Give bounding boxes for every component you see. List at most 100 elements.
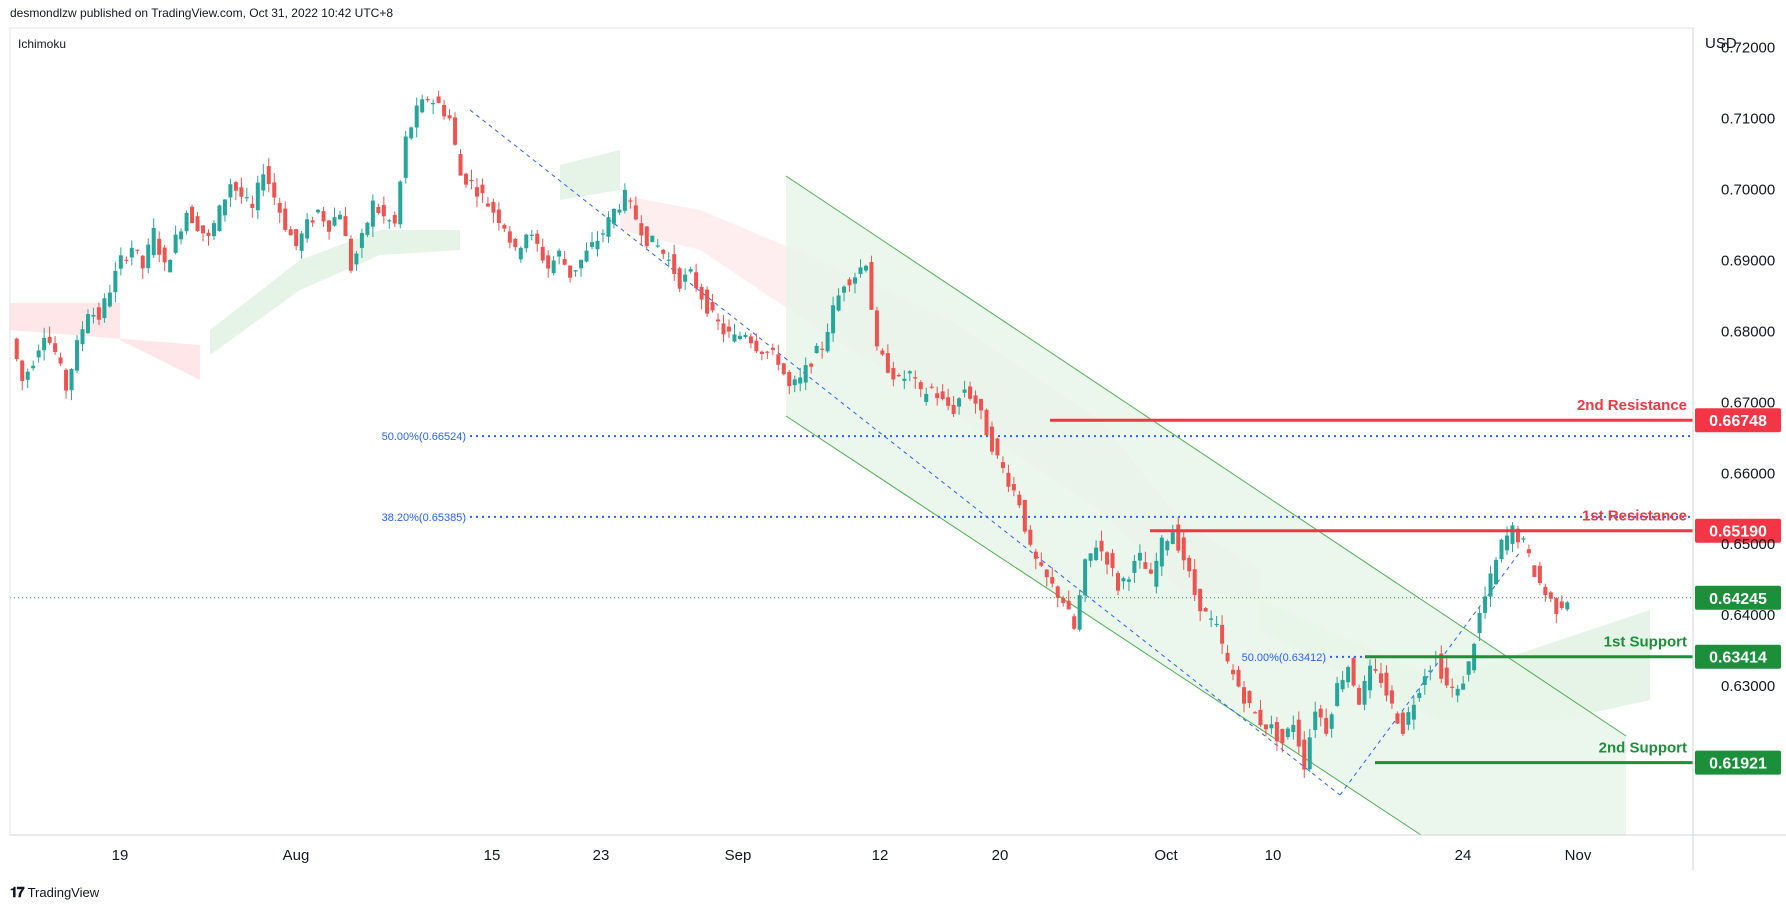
y-tick-label: 0.65000 [1721,536,1775,553]
candle-body [75,340,80,371]
candle-body [168,259,173,273]
candle-body [480,184,485,194]
candle-body [913,377,918,379]
x-tick-label: 15 [484,847,501,864]
candle-body [1324,717,1329,734]
candle-body [1483,596,1488,613]
fib-level-label: 50.00%(0.66524) [382,431,466,443]
candle-body [1439,653,1444,679]
candle-body [1214,623,1219,626]
candle-body [129,247,134,258]
channel-lower-line [785,415,1422,836]
resistance-value: 0.65190 [1709,524,1767,541]
candle-body [968,386,973,399]
resistance-label: 2nd Resistance [1577,397,1687,414]
candle-body [1165,541,1170,551]
footer-brand[interactable]: 𝟏𝟕 TradingView [10,884,99,901]
candle-body [1055,586,1060,598]
publisher-line: desmondlzw published on TradingView.com,… [10,6,394,20]
candle-body [540,246,545,261]
candle-body [69,369,74,391]
candle-body [842,286,847,293]
candle-body [529,234,534,236]
candle-body [1110,553,1115,568]
candle-body [1450,686,1455,688]
candle-body [946,397,951,406]
candle-body [1242,687,1247,704]
candle-body [1543,586,1548,596]
candle-body [233,182,238,191]
candle-body [80,329,85,345]
candle-body [474,187,479,197]
candle-body [1346,667,1351,683]
support-label: 1st Support [1604,634,1687,651]
candle-body [1143,562,1148,569]
candle-body [425,98,430,101]
candle-body [381,204,386,217]
candle-body [562,259,567,265]
candle-body [464,173,469,185]
candle-body [31,365,36,369]
candle-body [135,249,140,251]
candle-body [25,371,30,380]
candle-body [1033,551,1038,559]
candle-body [792,379,797,386]
candle-body [1039,562,1044,566]
candle-body [1510,525,1515,544]
candle-body [1017,494,1022,506]
candle-body [611,209,616,224]
candle-body [1554,597,1559,614]
candle-body [387,220,392,222]
x-tick-label: Aug [283,847,310,864]
candle-body [1444,667,1449,686]
candle-body [1532,565,1537,577]
candle-body [1192,569,1197,595]
candle-body [546,255,551,269]
candle-body [327,220,332,232]
resistance-value: 0.66748 [1709,413,1767,430]
cloud-bull [560,150,620,200]
candle-body [485,203,490,207]
channel-fill [786,176,1626,835]
candle-body [1285,728,1290,737]
candle-body [277,203,282,213]
candle-body [1050,577,1055,584]
candle-body [765,351,770,353]
fib-trend-line [1339,551,1521,796]
fib-trend-line [469,109,1341,796]
candle-body [666,259,671,261]
current-price-tag [1695,585,1781,610]
candle-body [1302,739,1307,770]
candle-body [348,238,353,271]
candle-body [1263,724,1268,730]
candle-body [672,254,677,274]
candle-body [726,326,731,332]
candle-body [343,216,348,236]
candle-body [1548,592,1553,599]
candle-body [469,179,474,182]
candle-body [64,369,69,391]
candle-body [677,268,682,289]
candle-body [902,378,907,381]
candle-body [1066,600,1071,610]
candle-body [644,226,649,247]
candle-body [584,250,589,262]
candle-body [655,245,660,247]
y-tick-label: 0.71000 [1721,111,1775,128]
y-axis-label: USD [1705,35,1737,52]
chart-axes: 0.72000 0.71000 0.70000 0.69000 0.68000 0.670… [9,27,1786,870]
candle-body [1318,708,1323,718]
candle-body [814,345,819,354]
candle-body [1176,524,1181,551]
candle-body [337,214,342,220]
candle-body [935,393,940,399]
candle-body [874,310,879,347]
candle-body [1494,559,1499,585]
support-value: 0.63414 [1709,650,1767,667]
candle-body [940,391,945,400]
candle-body [918,382,923,390]
support-tag [1695,644,1781,669]
candle-body [1395,713,1400,724]
candle-body [36,350,41,358]
